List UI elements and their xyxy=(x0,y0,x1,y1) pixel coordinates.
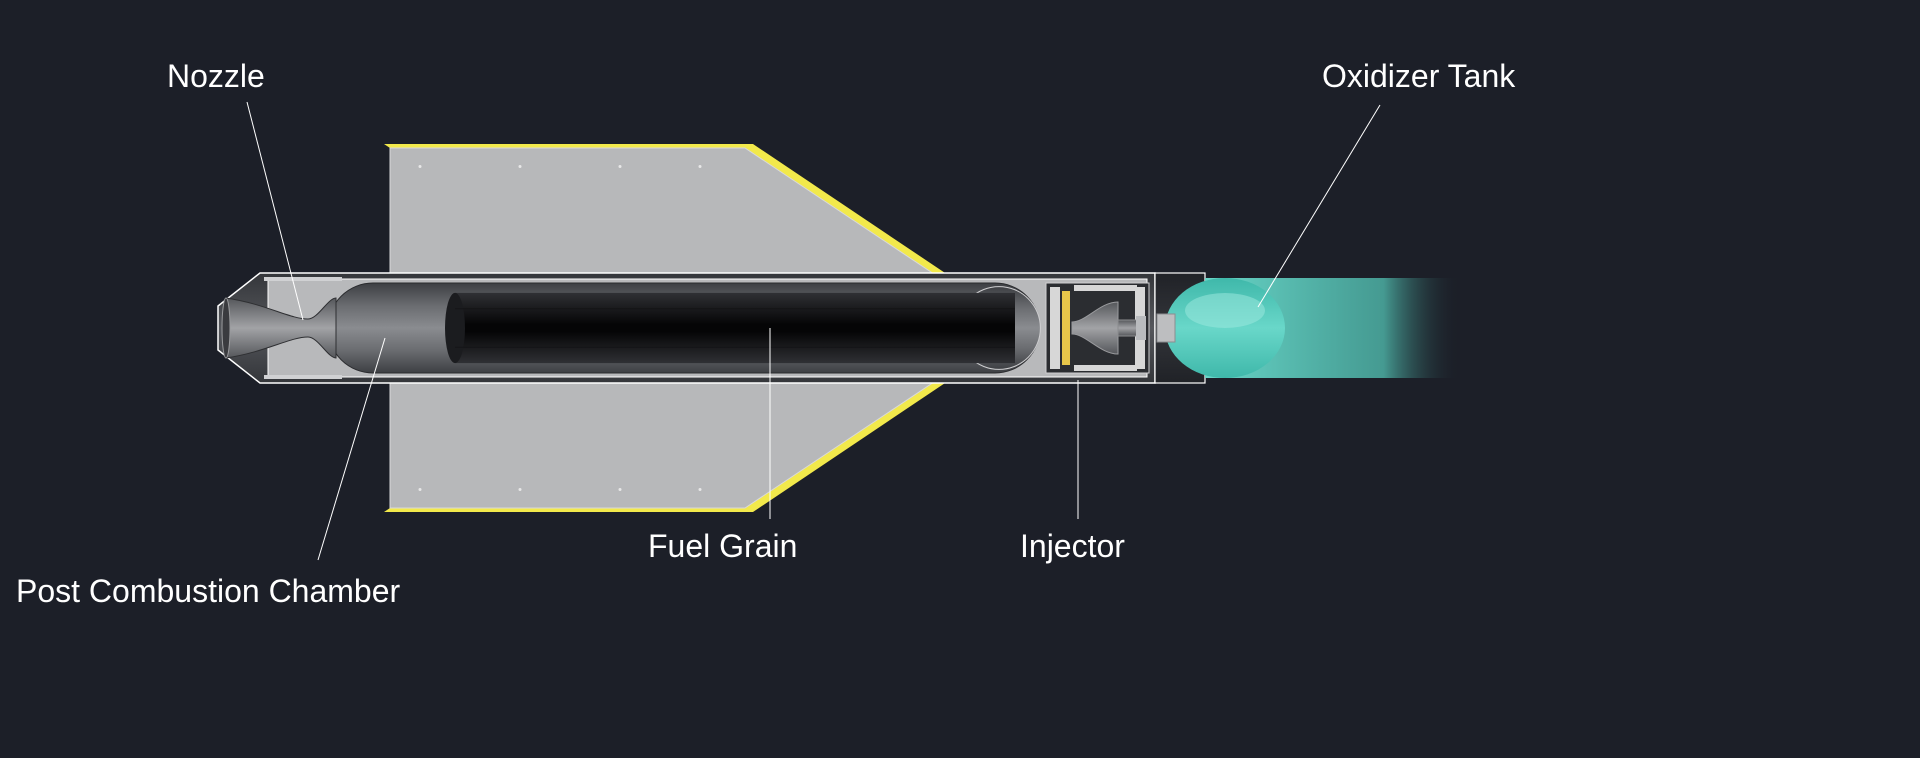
label-injector: Injector xyxy=(1020,528,1125,565)
rocket-cutaway-diagram xyxy=(0,0,1920,758)
label-oxidizer-tank: Oxidizer Tank xyxy=(1322,58,1515,95)
label-nozzle: Nozzle xyxy=(167,58,265,95)
label-post-combustion-chamber: Post Combustion Chamber xyxy=(16,573,400,610)
label-fuel-grain: Fuel Grain xyxy=(648,528,797,565)
